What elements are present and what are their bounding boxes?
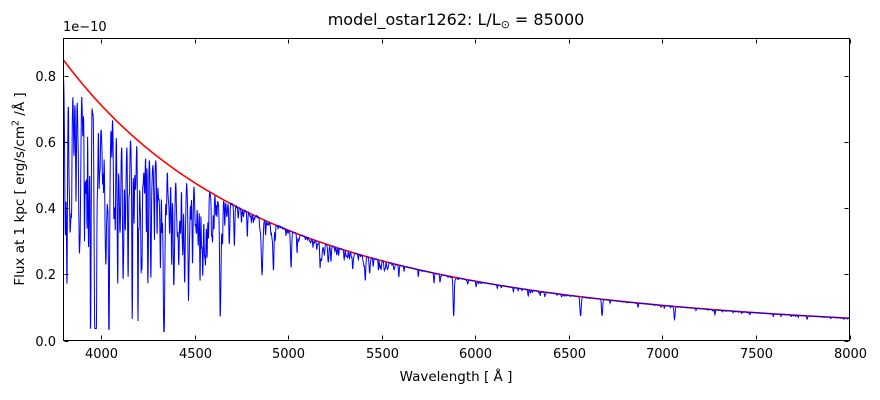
sun-symbol: ⊙ bbox=[500, 18, 510, 32]
x-tick-label: 6000 bbox=[459, 347, 492, 362]
plot-title-suffix: = 85000 bbox=[509, 10, 585, 29]
continuum-line bbox=[63, 59, 850, 319]
y-axis-offset-text: 1e−10 bbox=[63, 20, 107, 35]
x-axis-label: Wavelength [ Å ] bbox=[63, 369, 849, 385]
y-tick-label: 0.6 bbox=[35, 136, 56, 151]
y-tick-label: 0.2 bbox=[35, 268, 56, 283]
x-tick-label: 8000 bbox=[834, 347, 867, 362]
plot-title: model_ostar1262: L/L⊙ = 85000 bbox=[63, 10, 849, 32]
x-tick-label: 5000 bbox=[272, 347, 305, 362]
spectrum-line bbox=[63, 76, 850, 333]
x-tick-label: 5500 bbox=[366, 347, 399, 362]
x-tick-label: 7000 bbox=[646, 347, 679, 362]
x-tick-label: 4500 bbox=[179, 347, 212, 362]
x-tick-label: 4000 bbox=[85, 347, 118, 362]
x-tick-label: 7500 bbox=[740, 347, 773, 362]
plot-title-prefix: model_ostar1262: L/L bbox=[327, 10, 501, 29]
y-tick-label: 0.4 bbox=[35, 202, 56, 217]
x-axis-label-text: Wavelength [ Å ] bbox=[399, 369, 513, 385]
axes-frame bbox=[63, 38, 850, 341]
y-tick-label: 0.0 bbox=[35, 335, 56, 350]
y-tick-label: 0.8 bbox=[35, 70, 56, 85]
x-tick-label: 6500 bbox=[553, 347, 586, 362]
